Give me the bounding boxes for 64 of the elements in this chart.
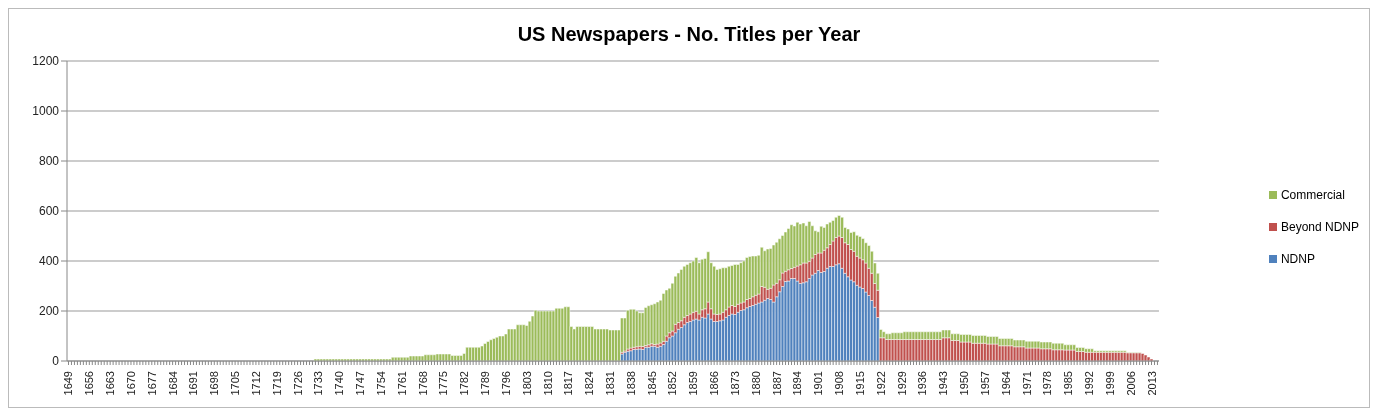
x-tick-label: 1740 xyxy=(333,371,346,396)
x-tick-label: 1698 xyxy=(208,371,221,396)
x-tick-label: 1985 xyxy=(1062,371,1075,396)
legend-label: Beyond NDNP xyxy=(1280,220,1359,234)
x-tick-label: 1726 xyxy=(291,371,304,396)
x-tick-label: 1747 xyxy=(354,371,367,396)
x-tick-label: 1796 xyxy=(499,371,512,396)
x-tick-label: 1663 xyxy=(104,371,117,396)
y-tick-label: 0 xyxy=(52,354,60,369)
x-tick-label: 1922 xyxy=(874,371,887,396)
x-tick-label: 1845 xyxy=(645,371,658,396)
x-tick-label: 1929 xyxy=(895,371,908,396)
x-tick-label: 1719 xyxy=(270,371,283,396)
x-tick-label: 1978 xyxy=(1041,371,1054,396)
x-tick-label: 1733 xyxy=(312,371,325,396)
x-tick-label: 1789 xyxy=(479,371,492,396)
x-tick-label: 1810 xyxy=(541,371,554,396)
x-tick-label: 1817 xyxy=(562,371,575,396)
x-tick-label: 1873 xyxy=(728,371,741,396)
x-tick-label: 1894 xyxy=(791,371,804,396)
x-tick-label: 1803 xyxy=(520,371,533,396)
x-tick-label: 1677 xyxy=(145,371,158,396)
x-tick-label: 1887 xyxy=(770,371,783,396)
y-tick-label: 1200 xyxy=(32,54,60,69)
x-tick-label: 1782 xyxy=(458,371,471,396)
x-tick-label: 1964 xyxy=(999,371,1012,396)
y-tick-label: 200 xyxy=(38,304,60,319)
x-tick-label: 1705 xyxy=(229,371,242,396)
x-tick-label: 1880 xyxy=(749,371,762,396)
x-tick-label: 1824 xyxy=(583,371,596,396)
x-tick-label: 1915 xyxy=(853,371,866,396)
x-tick-label: 1768 xyxy=(416,371,429,396)
legend-label: NDNP xyxy=(1280,252,1315,266)
x-tick-label: 1775 xyxy=(437,371,450,396)
y-tick-label: 1000 xyxy=(32,104,60,119)
x-tick-label: 1859 xyxy=(687,371,700,396)
x-tick-label: 1831 xyxy=(604,371,616,396)
y-tick-label: 600 xyxy=(38,204,60,219)
x-tick-label: 1852 xyxy=(666,371,679,396)
x-tick-label: 2013 xyxy=(1145,371,1158,396)
legend-label: Commercial xyxy=(1280,188,1345,202)
x-tick-label: 1992 xyxy=(1083,371,1096,396)
x-tick-label: 1684 xyxy=(166,371,179,396)
x-tick-label: 1971 xyxy=(1020,371,1033,396)
y-tick-label: 800 xyxy=(38,154,60,169)
x-tick-label: 1866 xyxy=(708,371,721,396)
y-tick-label: 400 xyxy=(38,254,60,269)
x-tick-label: 1670 xyxy=(124,371,137,396)
x-tick-label: 1901 xyxy=(812,371,825,396)
x-tick-label: 1838 xyxy=(624,371,637,396)
x-tick-label: 1950 xyxy=(958,371,971,396)
x-tick-label: 1656 xyxy=(83,371,96,396)
x-tick-label: 1999 xyxy=(1103,371,1116,396)
x-tick-label: 1908 xyxy=(833,371,846,396)
x-tick-label: 1649 xyxy=(62,371,75,396)
chart-title: US Newspapers - No. Titles per Year xyxy=(516,23,862,47)
x-tick-label: 2006 xyxy=(1124,371,1137,396)
x-tick-label: 1754 xyxy=(374,371,387,396)
x-tick-label: 1936 xyxy=(916,371,929,396)
x-tick-label: 1691 xyxy=(187,371,200,396)
x-tick-label: 1761 xyxy=(395,371,408,396)
x-tick-label: 1957 xyxy=(978,371,991,396)
x-tick-label: 1943 xyxy=(937,371,950,396)
x-tick-label: 1712 xyxy=(249,371,262,396)
